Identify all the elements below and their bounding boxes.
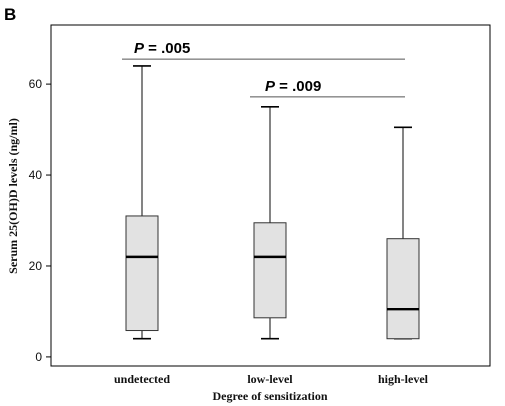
interquartile-box	[253, 222, 287, 319]
interquartile-box	[386, 238, 420, 340]
box-undetected	[125, 65, 159, 340]
plot-frame	[50, 24, 491, 367]
x-category-label: undetected	[114, 372, 170, 386]
y-axis-ticks: 0 20 40 60	[29, 77, 51, 364]
x-category-label: low-level	[247, 372, 293, 386]
y-tick-label: 60	[29, 77, 43, 91]
p-symbol: P	[265, 78, 276, 95]
y-tick-label: 40	[29, 168, 43, 182]
x-axis-title: Degree of sensitization	[212, 389, 327, 403]
p-value-label: P = .005	[134, 40, 190, 57]
p-value-label: P = .009	[265, 78, 321, 95]
box-low-level	[253, 106, 287, 340]
p-value: = .009	[275, 78, 321, 95]
x-category-label: high-level	[378, 372, 429, 386]
panel-label: B	[4, 5, 16, 24]
p-value: = .005	[144, 40, 190, 57]
y-tick-label: 0	[35, 350, 42, 364]
x-axis-labels: undetected low-level high-level	[114, 372, 429, 386]
y-axis-title: Serum 25(OH)D levels (ng/ml)	[6, 118, 20, 274]
p-symbol: P	[134, 40, 145, 57]
interquartile-box	[125, 215, 159, 332]
boxes-group	[125, 65, 420, 340]
box-high-level	[386, 126, 420, 340]
y-tick-label: 20	[29, 259, 43, 273]
